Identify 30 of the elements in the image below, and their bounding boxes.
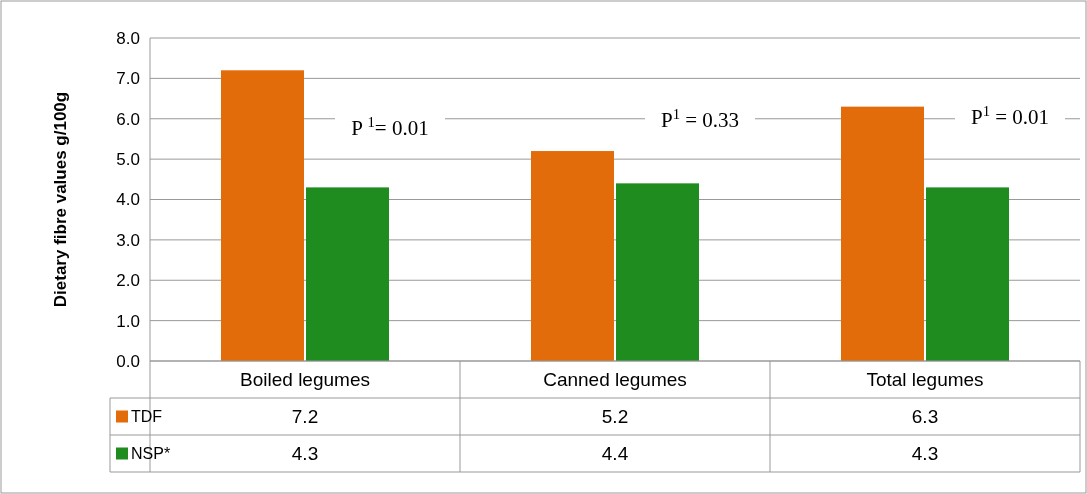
- x-tick-label: Canned legumes: [543, 369, 687, 391]
- y-tick-label: 2.0: [116, 271, 140, 291]
- bar: [221, 70, 304, 361]
- annotation: P $^{1}$= 0.01: [351, 114, 429, 141]
- data-label: 4.4: [601, 443, 629, 465]
- legend-label: NSP*: [131, 445, 171, 463]
- annotation: P$^{1}$ = 0.33: [660, 106, 740, 133]
- data-label: 4.3: [291, 443, 319, 465]
- data-label: 6.3: [911, 406, 939, 428]
- y-tick-label: 7.0: [116, 69, 140, 89]
- bar: [926, 187, 1009, 361]
- annotation: P$^{1}$ = 0.01: [970, 103, 1050, 130]
- x-tick-label: Boiled legumes: [240, 369, 370, 391]
- bar: [306, 187, 389, 361]
- y-tick-label: 0.0: [116, 351, 140, 371]
- data-label: 5.2: [601, 406, 629, 428]
- data-label: 4.3: [911, 443, 939, 465]
- y-tick-label: 3.0: [116, 230, 140, 250]
- bar: [616, 183, 699, 361]
- y-tick-label: 5.0: [116, 150, 140, 170]
- legend-label: TDF: [131, 408, 163, 426]
- bar: [841, 106, 924, 361]
- y-tick-label: 6.0: [116, 109, 140, 129]
- y-tick-label: 8.0: [116, 28, 140, 48]
- data-label: 7.2: [291, 406, 319, 428]
- y-tick-label: 4.0: [116, 190, 140, 210]
- x-tick-label: Total legumes: [866, 369, 984, 391]
- bar: [531, 151, 614, 361]
- y-axis-title: Dietary fibre values g/100g: [51, 91, 70, 308]
- y-tick-label: 1.0: [116, 311, 140, 331]
